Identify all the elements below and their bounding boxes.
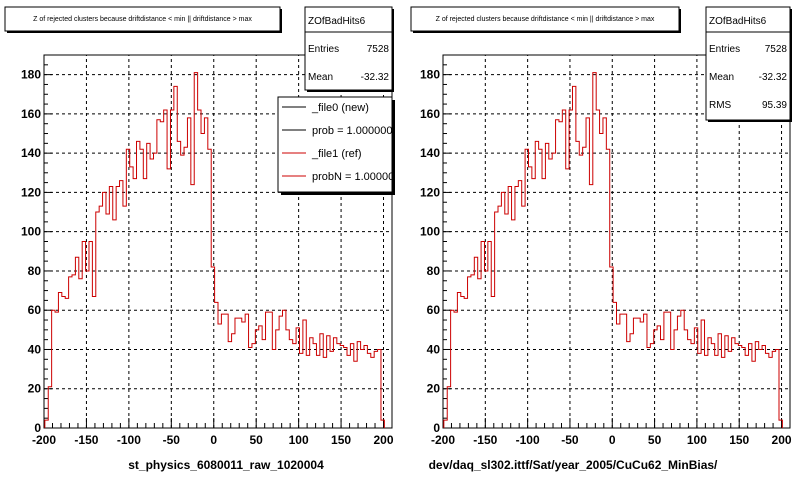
y-tick-label: 180 [21, 68, 41, 82]
x-tick-label: 50 [648, 433, 662, 447]
stats-value: -32.32 [361, 72, 390, 83]
y-tick-label: 120 [21, 185, 41, 199]
x-tick-label: -150 [74, 433, 98, 447]
histogram-line [443, 72, 783, 428]
right-histogram-panel: 0 20 40 60 80 100 120 140 160 180 -200 -150 -100 -50 0… [410, 6, 792, 472]
x-tick-label: 200 [373, 433, 393, 447]
stats-value: 7528 [765, 44, 788, 55]
y-tick-label: 140 [21, 146, 41, 160]
legend-label: _file0 (new) [311, 102, 369, 114]
y-tick-label: 60 [427, 303, 441, 317]
y-tick-label: 100 [21, 225, 41, 239]
y-tick-label: 40 [28, 342, 42, 356]
x-tick-label: -100 [516, 433, 540, 447]
x-tick-label: 100 [687, 433, 707, 447]
x-tick-label: 150 [331, 433, 351, 447]
stats-label: Mean [709, 72, 734, 83]
y-tick-label: 0 [34, 421, 41, 435]
plot-title: Z of rejected clusters because driftdist… [436, 16, 655, 23]
stats-name: ZOfBadHits6 [308, 16, 366, 27]
y-tick-label: 100 [420, 225, 440, 239]
legend-label: probN = 1.000000 [312, 171, 400, 183]
stats-name: ZOfBadHits6 [709, 16, 767, 27]
histogram-line [44, 72, 385, 428]
legend-label: prob = 1.000000 [312, 125, 392, 137]
stats-value: 95.39 [762, 100, 787, 111]
y-tick-label: 80 [427, 264, 441, 278]
x-axis-title: st_physics_6080011_raw_1020004 [128, 458, 324, 472]
y-tick-label: 60 [28, 303, 42, 317]
x-tick-label: -100 [117, 433, 141, 447]
stats-label: Entries [308, 44, 339, 55]
x-tick-label: -200 [431, 433, 455, 447]
x-tick-label: 0 [609, 433, 616, 447]
y-tick-label: 120 [420, 185, 440, 199]
y-tick-label: 80 [28, 264, 42, 278]
left-histogram-panel: 0 20 40 60 80 100 120 140 160 180 -200 -150 -100 -50 0… [4, 6, 400, 472]
stats-label: Mean [308, 72, 333, 83]
y-tick-label: 0 [433, 421, 440, 435]
y-tick-label: 20 [427, 382, 441, 396]
plot-title: Z of rejected clusters because driftdist… [33, 16, 252, 23]
y-tick-label: 160 [420, 107, 440, 121]
y-tick-label: 20 [28, 382, 42, 396]
x-tick-label: 100 [289, 433, 309, 447]
stats-box [304, 6, 393, 91]
title-box [4, 6, 281, 32]
x-axis-title: dev/daq_sl302.ittf/Sat/year_2005/CuCu62_… [429, 458, 718, 472]
title-box [410, 6, 680, 32]
x-tick-label: 50 [250, 433, 264, 447]
x-tick-label: 200 [772, 433, 792, 447]
x-tick-label: -200 [32, 433, 56, 447]
stats-value: -32.32 [759, 72, 788, 83]
stats-value: 7528 [367, 44, 390, 55]
x-tick-label: -50 [561, 433, 579, 447]
stats-box [705, 6, 791, 121]
stats-label: Entries [709, 44, 740, 55]
x-tick-label: -50 [163, 433, 181, 447]
legend-entries: _file0 (new) prob = 1.000000 _file1 (ref) p… [282, 102, 400, 183]
stats-label: RMS [709, 100, 732, 111]
legend-label: _file1 (ref) [311, 148, 362, 160]
y-tick-label: 140 [420, 146, 440, 160]
x-tick-label: 150 [729, 433, 749, 447]
x-tick-label: 0 [210, 433, 217, 447]
y-tick-label: 160 [21, 107, 41, 121]
y-tick-label: 40 [427, 342, 441, 356]
y-tick-label: 180 [420, 68, 440, 82]
x-tick-label: -150 [473, 433, 497, 447]
